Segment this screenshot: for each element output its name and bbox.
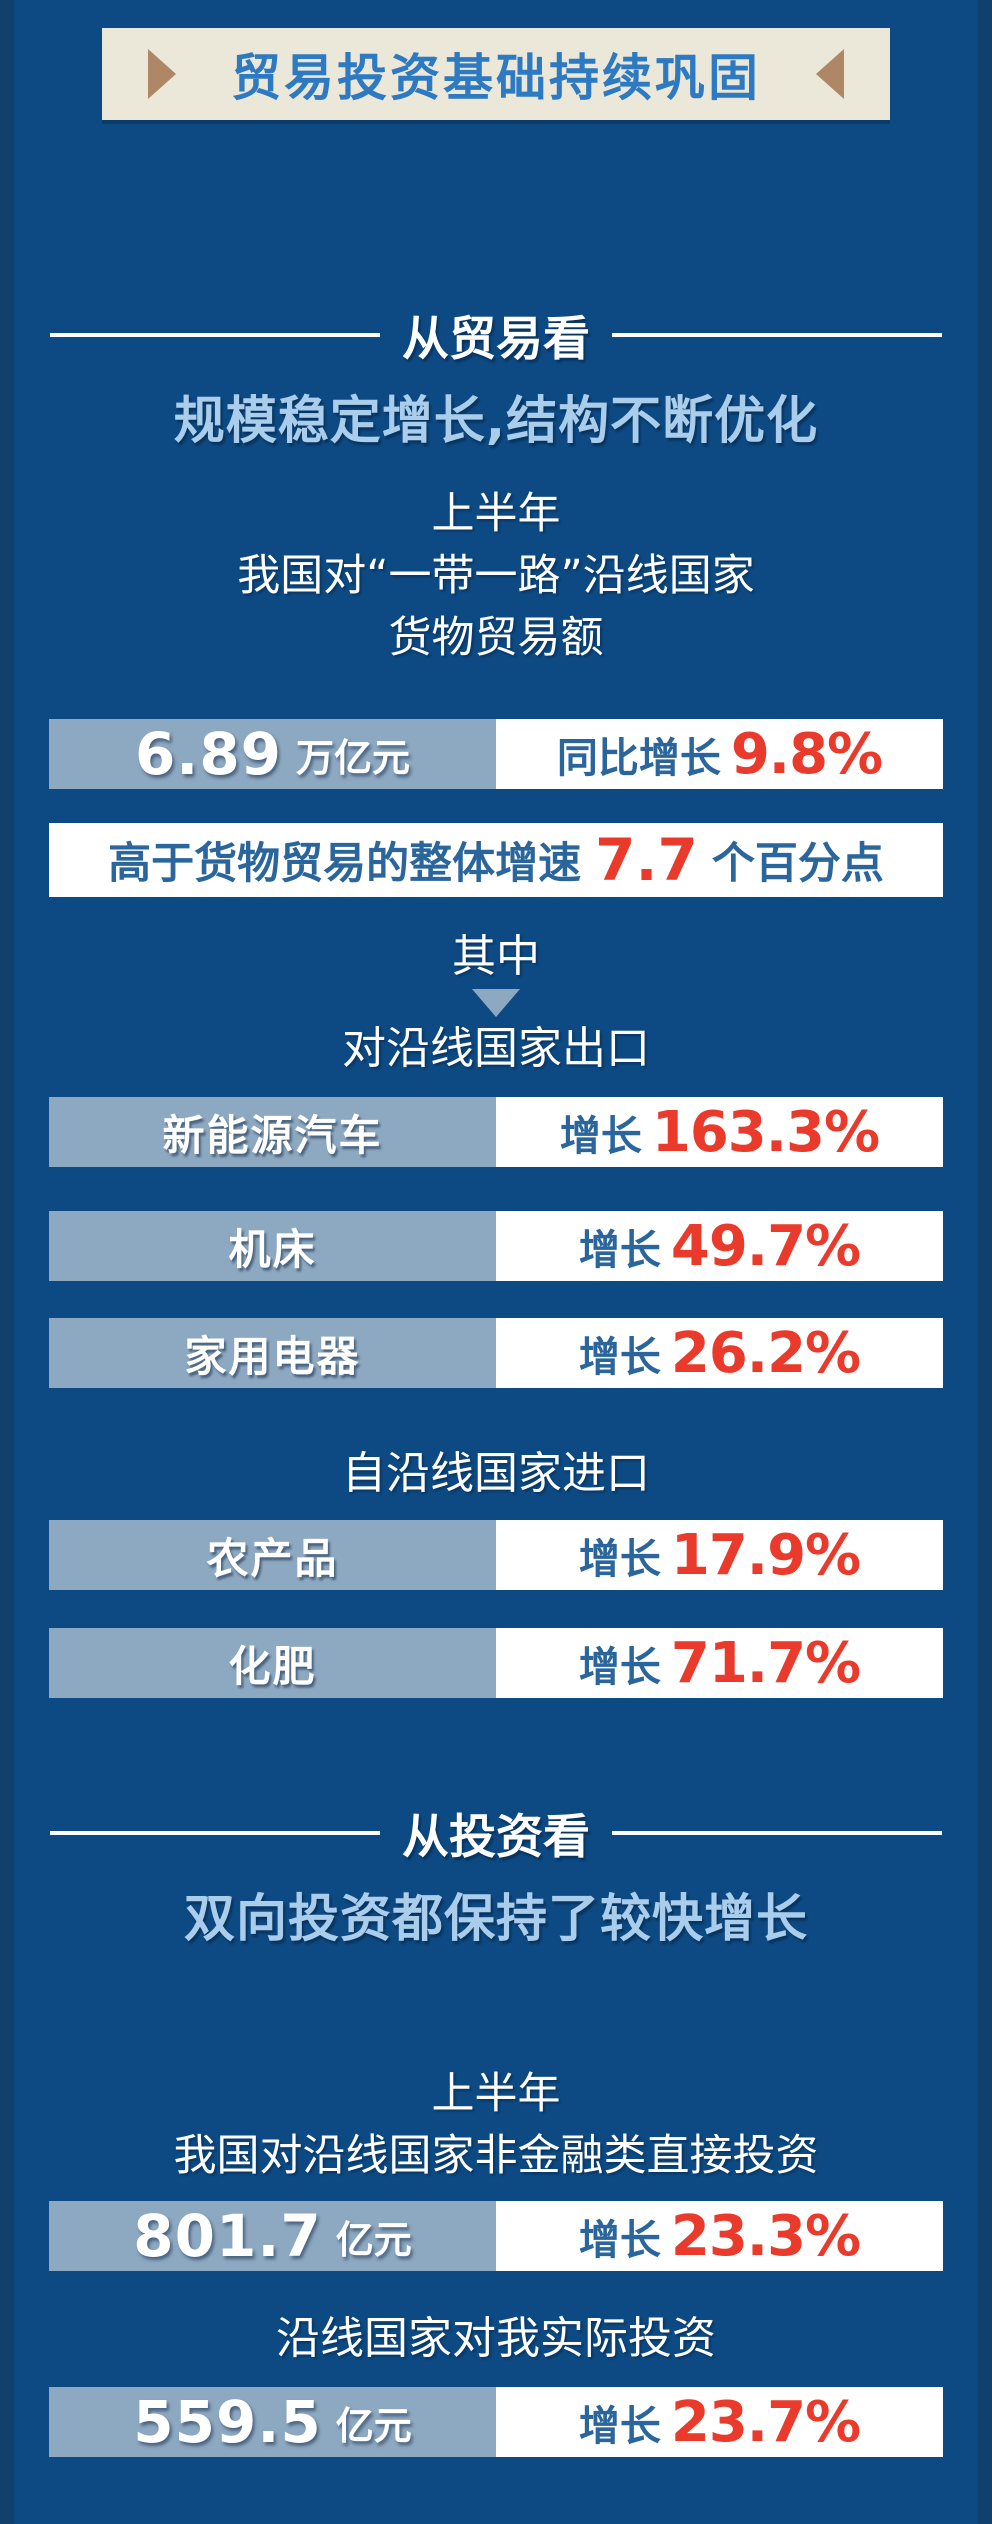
category-cell: 农产品 [49, 1520, 496, 1590]
investment-intro-text: 上半年 我国对沿线国家非金融类直接投资 [0, 2063, 992, 2187]
category-label: 机床 [228, 1224, 317, 1274]
import-row-fertilizer: 化肥 增长 71.7% [49, 1628, 943, 1698]
investment-section-heading: 从投资看 [50, 1798, 942, 1867]
trade-note-suffix: 个百分点 [711, 839, 884, 889]
growth-cell: 增长 71.7% [496, 1628, 943, 1698]
right-pointing-triangle-icon [148, 49, 176, 99]
trade-total-growth-cell: 同比增长 9.8% [496, 719, 943, 789]
trade-section-subtitle: 规模稳定增长,结构不断优化 [173, 392, 819, 451]
trade-total-growth-prefix: 同比增长 [556, 734, 721, 782]
heading-rule-left [50, 332, 380, 337]
growth-value: 17.9% [670, 1522, 861, 1588]
growth-cell: 增长 26.2% [496, 1318, 943, 1388]
growth-value: 23.7% [670, 2389, 861, 2455]
growth-value: 163.3% [651, 1099, 880, 1165]
trade-section-heading: 从贸易看 [50, 300, 942, 369]
export-heading: 对沿线国家出口 [342, 1023, 650, 1074]
investment-intro-line1: 上半年 [431, 2069, 561, 2119]
heading-rule-right [612, 332, 942, 337]
growth-cell: 增长 17.9% [496, 1520, 943, 1590]
growth-prefix: 增长 [578, 1226, 661, 1274]
trade-total-growth-value: 9.8% [730, 721, 883, 787]
outbound-value: 801.7 [133, 2202, 322, 2270]
among-label: 其中 [452, 931, 540, 982]
inbound-growth-cell: 增长 23.7% [496, 2387, 943, 2457]
outbound-value-cell: 801.7 亿元 [49, 2201, 496, 2271]
growth-prefix: 增长 [578, 1535, 661, 1583]
growth-prefix: 增长 [578, 1643, 661, 1691]
category-label: 新能源汽车 [162, 1110, 383, 1160]
growth-prefix: 增长 [578, 1333, 661, 1381]
inbound-investment-row: 559.5 亿元 增长 23.7% [49, 2387, 943, 2457]
export-row-home-appliances: 家用电器 增长 26.2% [49, 1318, 943, 1388]
category-cell: 机床 [49, 1211, 496, 1281]
heading-rule-right [612, 1830, 942, 1835]
trade-intro-line3: 货物贸易额 [388, 613, 604, 663]
outbound-growth-cell: 增长 23.3% [496, 2201, 943, 2271]
outbound-unit: 亿元 [335, 2217, 412, 2262]
trade-intro-line2: 我国对“一带一路”沿线国家 [237, 551, 755, 601]
growth-prefix: 增长 [559, 1112, 642, 1160]
investment-intro-line2: 我国对沿线国家非金融类直接投资 [173, 2131, 819, 2181]
category-label: 化肥 [228, 1641, 317, 1691]
inbound-value-cell: 559.5 亿元 [49, 2387, 496, 2457]
growth-value: 23.3% [670, 2203, 861, 2269]
poster-title: 贸易投资基础持续巩固 [231, 49, 761, 107]
export-row-new-energy-vehicles: 新能源汽车 增长 163.3% [49, 1097, 943, 1167]
growth-prefix: 增长 [578, 2216, 661, 2264]
trade-section-label: 从贸易看 [402, 312, 590, 367]
trade-note-bar: 高于货物贸易的整体增速 7.7 个百分点 [49, 823, 943, 897]
import-heading: 自沿线国家进口 [342, 1448, 650, 1499]
export-row-machine-tools: 机床 增长 49.7% [49, 1211, 943, 1281]
trade-note-prefix: 高于货物贸易的整体增速 [108, 839, 582, 889]
trade-total-value-cell: 6.89 万亿元 [49, 719, 496, 789]
trade-total-value: 6.89 [134, 720, 283, 788]
inbound-heading: 沿线国家对我实际投资 [276, 2313, 716, 2364]
growth-value: 49.7% [670, 1213, 861, 1279]
growth-prefix: 增长 [578, 2402, 661, 2450]
investment-section-subtitle: 双向投资都保持了较快增长 [183, 1890, 808, 1949]
trade-total-unit: 万亿元 [296, 735, 411, 780]
category-label: 家用电器 [184, 1331, 361, 1381]
trade-note-value: 7.7 [595, 826, 698, 894]
left-pointing-triangle-icon [816, 49, 844, 99]
category-cell: 家用电器 [49, 1318, 496, 1388]
heading-rule-left [50, 1830, 380, 1835]
inbound-value: 559.5 [133, 2388, 322, 2456]
import-row-agricultural-products: 农产品 增长 17.9% [49, 1520, 943, 1590]
growth-cell: 增长 49.7% [496, 1211, 943, 1281]
trade-total-row: 6.89 万亿元 同比增长 9.8% [49, 719, 943, 789]
trade-intro-text: 上半年 我国对“一带一路”沿线国家 货物贸易额 [0, 483, 992, 669]
category-cell: 新能源汽车 [49, 1097, 496, 1167]
investment-section-label: 从投资看 [402, 1810, 590, 1865]
inbound-unit: 亿元 [335, 2403, 412, 2448]
growth-value: 71.7% [670, 1630, 861, 1696]
growth-cell: 增长 163.3% [496, 1097, 943, 1167]
down-arrow-icon [472, 989, 520, 1017]
growth-value: 26.2% [670, 1320, 861, 1386]
category-label: 农产品 [206, 1533, 339, 1583]
header-banner: 贸易投资基础持续巩固 [102, 28, 890, 120]
category-cell: 化肥 [49, 1628, 496, 1698]
trade-intro-line1: 上半年 [431, 489, 561, 539]
outbound-investment-row: 801.7 亿元 增长 23.3% [49, 2201, 943, 2271]
